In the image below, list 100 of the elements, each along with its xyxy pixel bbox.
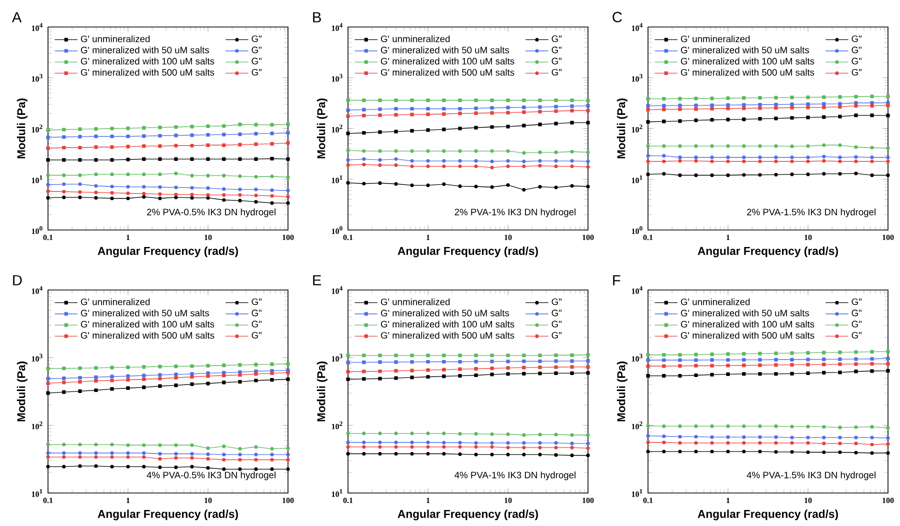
point (174, 364, 178, 368)
point (586, 150, 590, 154)
point (110, 196, 114, 200)
point (142, 365, 146, 369)
point (538, 98, 542, 102)
point (554, 371, 558, 375)
point (570, 108, 574, 112)
point (838, 95, 842, 99)
point (378, 158, 382, 162)
point (838, 160, 842, 164)
y-tick-label: 10$^{2}$ (632, 421, 642, 430)
point (522, 188, 526, 192)
point (362, 360, 366, 364)
point (742, 160, 746, 164)
annotation: 4% PVA-1.5% IK3 DN hydrogel (746, 471, 876, 480)
point (586, 359, 590, 363)
point (790, 96, 794, 100)
point (254, 194, 258, 198)
point (742, 441, 746, 445)
point (126, 366, 130, 370)
point (126, 185, 130, 189)
point (206, 374, 210, 378)
point (886, 146, 890, 150)
point (362, 108, 366, 112)
point (758, 117, 762, 121)
point (758, 358, 762, 362)
point (206, 186, 210, 190)
x-axis-title: Angular Frequency (rad/s) (698, 510, 838, 520)
point (694, 156, 698, 160)
y-tick-label: 10$^{1}$ (632, 175, 642, 184)
point (174, 134, 178, 138)
point (538, 354, 542, 358)
point (554, 159, 558, 163)
point (174, 157, 178, 161)
point (506, 98, 510, 102)
legend-label: G' mineralized with 100 uM salts (380, 320, 514, 328)
point (522, 446, 526, 450)
point (870, 357, 874, 361)
point (854, 155, 858, 159)
point (190, 144, 194, 148)
point (490, 166, 494, 170)
point (46, 464, 50, 468)
point (854, 362, 858, 366)
legend-label: G' mineralized with 50 uM salts (80, 46, 210, 54)
point (426, 452, 430, 456)
point (142, 192, 146, 196)
point (522, 160, 526, 164)
point (222, 444, 226, 448)
point (822, 370, 826, 374)
point (742, 117, 746, 122)
point (222, 374, 226, 378)
point (490, 441, 494, 445)
point (490, 125, 494, 129)
point (474, 184, 478, 188)
point (506, 452, 510, 456)
point (458, 445, 462, 449)
x-axis-title: Angular Frequency (rad/s) (698, 246, 838, 258)
point (94, 375, 98, 379)
point (362, 452, 366, 456)
point (110, 455, 114, 459)
point (774, 441, 778, 445)
legend-label: G" (252, 332, 262, 339)
annotation: 4% PVA-0.5% IK3 DN hydrogel (146, 471, 276, 480)
legend-label: G' mineralized with 50 uM salts (680, 310, 810, 316)
point (806, 371, 810, 375)
point (142, 185, 146, 189)
point (710, 118, 714, 122)
point (886, 362, 890, 366)
point (538, 159, 542, 163)
point (158, 457, 162, 461)
point (442, 149, 446, 153)
legend-label: G" (852, 46, 862, 54)
point (710, 441, 714, 445)
point (362, 157, 366, 161)
point (94, 127, 98, 131)
point (394, 149, 398, 153)
point (806, 424, 810, 428)
point (586, 108, 590, 112)
point (442, 182, 446, 186)
legend-label: G' mineralized with 50 uM salts (680, 46, 810, 54)
point (710, 106, 714, 111)
point (742, 352, 746, 356)
point (774, 144, 778, 148)
point (522, 441, 526, 445)
point (286, 122, 290, 126)
chart-title: A (12, 12, 22, 22)
point (426, 432, 430, 436)
point (694, 358, 698, 362)
point (694, 107, 698, 111)
x-tick-label: 0.1 (43, 234, 53, 240)
point (678, 434, 682, 438)
point (506, 354, 510, 358)
point (726, 364, 730, 368)
point (206, 446, 210, 450)
point (94, 388, 98, 392)
point (742, 106, 746, 110)
point (142, 144, 146, 148)
point (554, 446, 558, 450)
point (742, 372, 746, 376)
point (662, 434, 666, 438)
